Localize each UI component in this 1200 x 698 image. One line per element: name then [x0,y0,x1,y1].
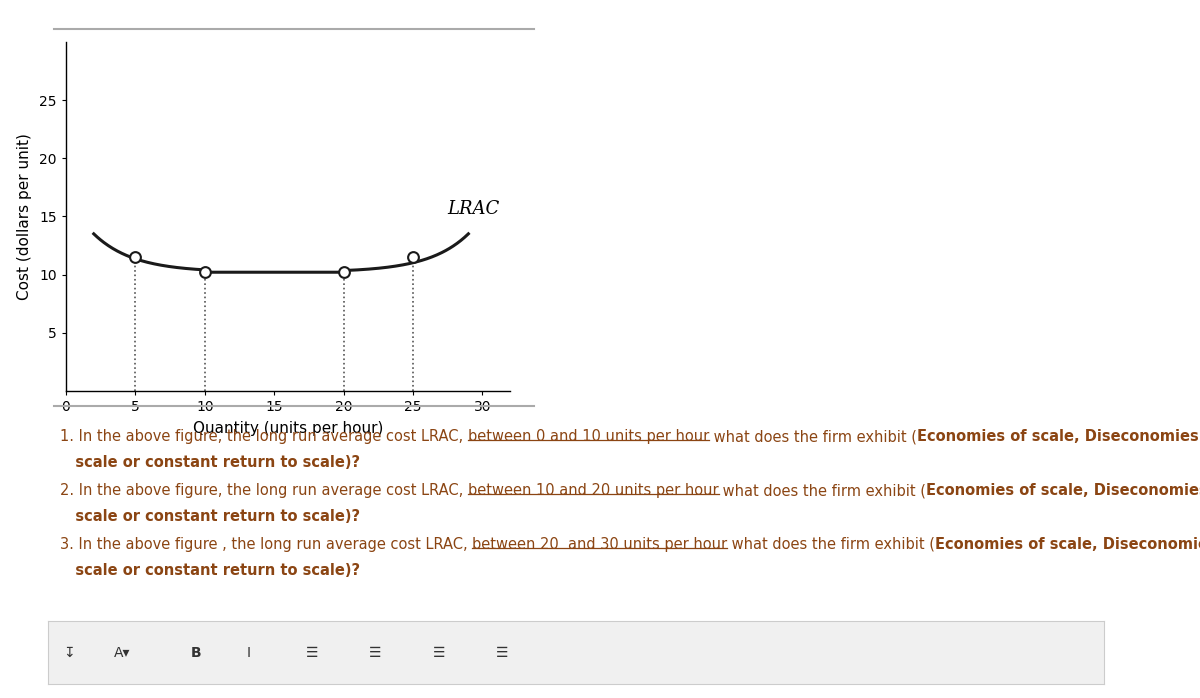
Text: A▾: A▾ [114,646,130,660]
Text: ☰: ☰ [370,646,382,660]
Text: Economies of scale, Diseconomies of: Economies of scale, Diseconomies of [926,483,1200,498]
Point [403,251,422,262]
Text: ☰: ☰ [496,646,509,660]
Point [334,267,353,278]
Text: what does the firm exhibit (: what does the firm exhibit ( [709,429,917,444]
Text: 2. In the above figure, the long run average cost LRAC,: 2. In the above figure, the long run ave… [60,483,468,498]
Text: what does the firm exhibit (: what does the firm exhibit ( [719,483,926,498]
Y-axis label: Cost (dollars per unit): Cost (dollars per unit) [18,133,32,300]
Text: ☰: ☰ [432,646,445,660]
Text: between 20  and 30 units per hour: between 20 and 30 units per hour [473,537,727,551]
Text: I: I [247,646,251,660]
Text: between 0 and 10 units per hour: between 0 and 10 units per hour [468,429,709,444]
Text: LRAC: LRAC [448,200,500,218]
Text: scale or constant return to scale)?: scale or constant return to scale)? [60,509,360,524]
X-axis label: Quantity (units per hour): Quantity (units per hour) [193,421,383,436]
Text: between 10 and 20 units per hour: between 10 and 20 units per hour [468,483,719,498]
Text: scale or constant return to scale)?: scale or constant return to scale)? [60,455,360,470]
Text: 1. In the above figure, the long run average cost LRAC,: 1. In the above figure, the long run ave… [60,429,468,444]
Text: Economies of scale, Diseconomies of: Economies of scale, Diseconomies of [917,429,1200,444]
Point [126,251,145,262]
Text: what does the firm exhibit (: what does the firm exhibit ( [727,537,935,551]
Text: Economies of scale, Diseconomies of: Economies of scale, Diseconomies of [935,537,1200,551]
Text: ↧: ↧ [64,646,74,660]
Text: B: B [191,646,202,660]
Point [196,267,215,278]
Text: scale or constant return to scale)?: scale or constant return to scale)? [60,563,360,577]
Text: 3. In the above figure , the long run average cost LRAC,: 3. In the above figure , the long run av… [60,537,473,551]
Text: ☰: ☰ [306,646,318,660]
